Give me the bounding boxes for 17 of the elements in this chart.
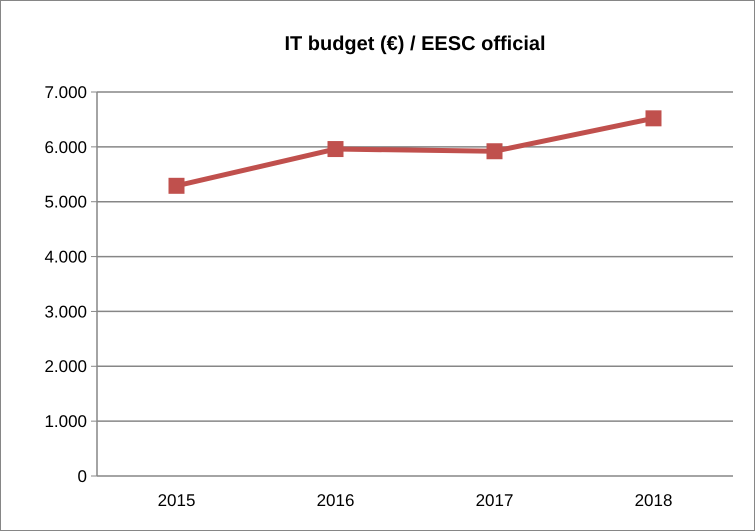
point [328,141,344,158]
x-tick-label: 2015 [158,491,196,510]
point [486,143,502,160]
x-tick-label: 2017 [476,491,514,510]
y-tick-label: 3.000 [44,302,87,322]
y-tick-label: 4.000 [44,248,87,267]
y-tick-label: 0 [78,466,87,486]
y-tick-label: 6.000 [44,138,87,157]
chart-title: IT budget (€) / EESC official [284,33,546,55]
y-tick-label: 5.000 [44,192,87,212]
y-tick-label: 1.000 [44,412,87,432]
y-tick-label: 2.000 [44,357,87,376]
point [646,110,662,126]
y-tick-label: 7.000 [44,82,87,102]
x-tick-label: 2018 [634,491,672,510]
x-tick-label: 2016 [316,491,354,510]
point [168,178,184,194]
